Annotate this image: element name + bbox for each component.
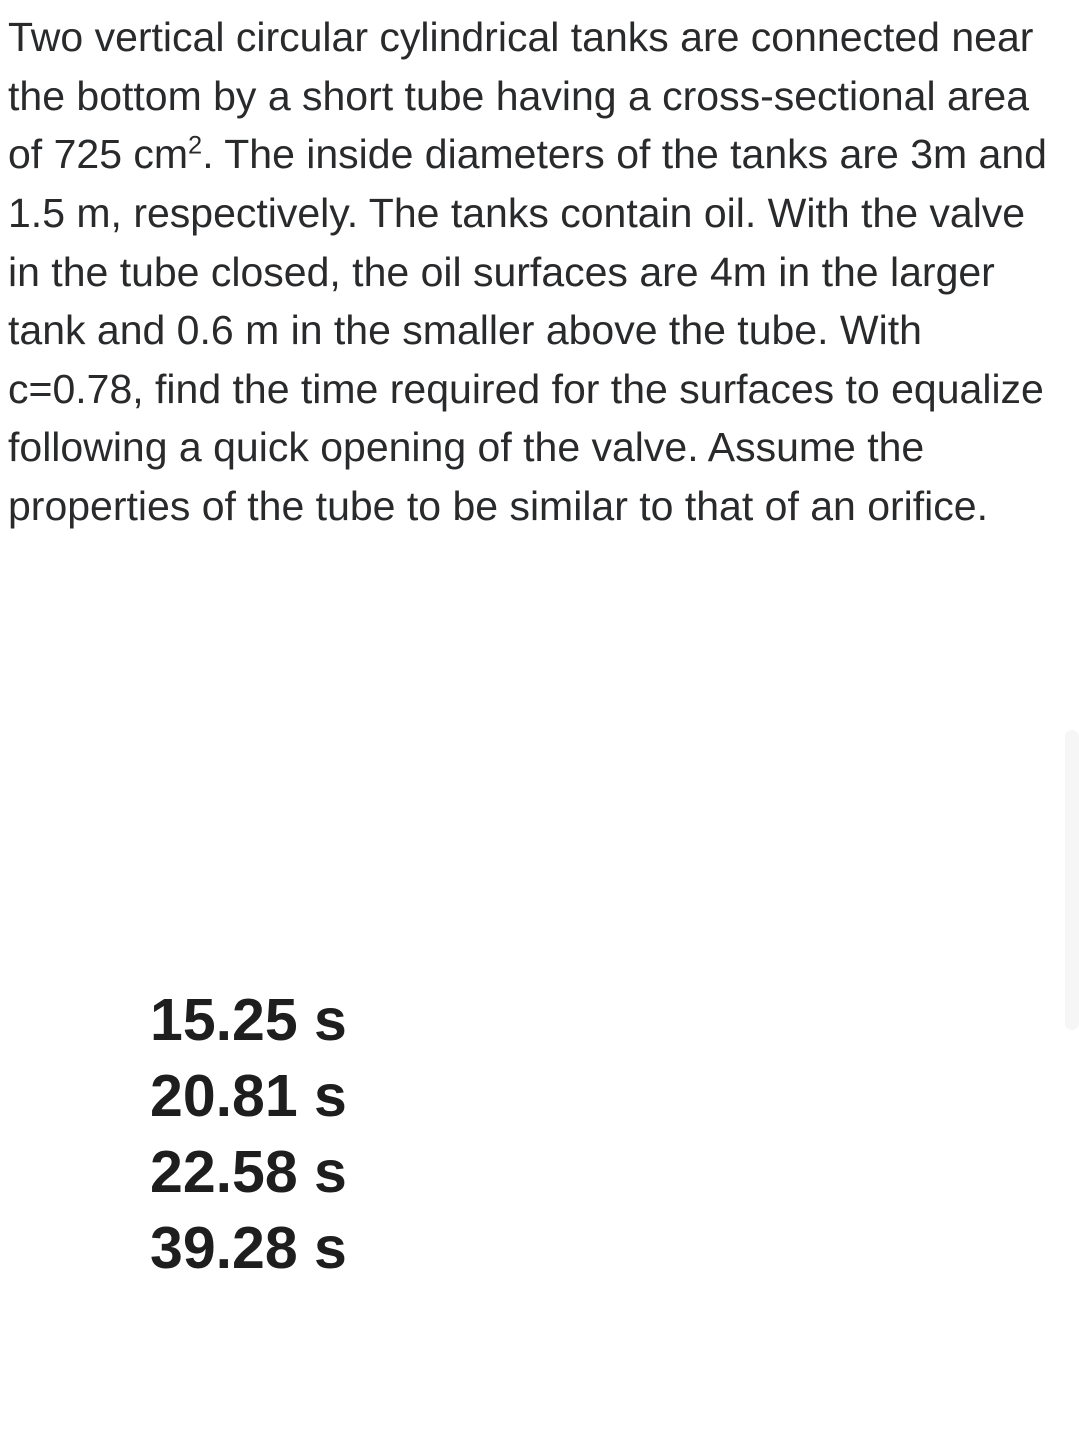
- question-part-2: . The inside diameters of the tanks are …: [8, 131, 1047, 529]
- answer-option[interactable]: 39.28 s: [150, 1210, 347, 1286]
- answer-option[interactable]: 15.25 s: [150, 982, 347, 1058]
- answer-option[interactable]: 20.81 s: [150, 1058, 347, 1134]
- scrollbar-thumb[interactable]: [1065, 730, 1079, 1030]
- answer-option[interactable]: 22.58 s: [150, 1134, 347, 1210]
- answer-options: 15.25 s 20.81 s 22.58 s 39.28 s: [150, 982, 347, 1286]
- question-superscript: 2: [188, 132, 202, 160]
- question-text: Two vertical circular cylindrical tanks …: [8, 8, 1048, 536]
